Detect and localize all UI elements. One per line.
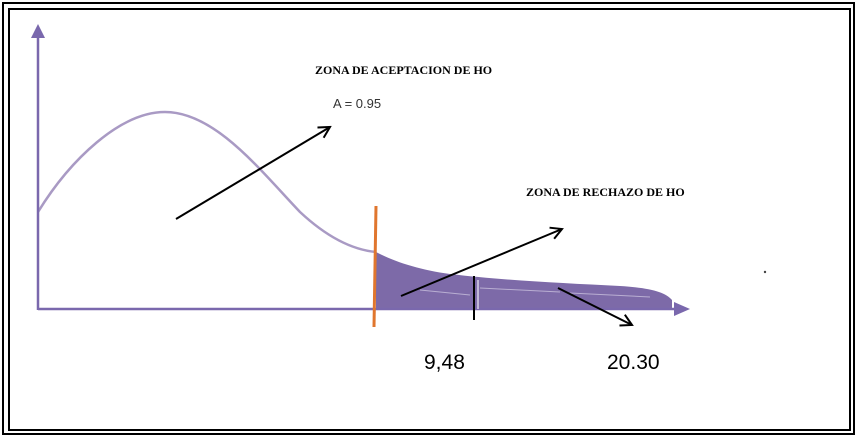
stray-dot — [763, 270, 767, 274]
rejection-arrow — [400, 229, 562, 297]
rejection-zone-label: ZONA DE RECHAZO DE HO — [526, 185, 685, 199]
test-statistic-label: 20.30 — [607, 351, 660, 374]
inner-frame — [8, 8, 851, 431]
critical-value-label: 9,48 — [424, 351, 465, 374]
test-statistic-arrow — [557, 287, 632, 325]
distribution-curve — [36, 110, 377, 254]
x-axis-arrow — [674, 302, 690, 316]
rejection-region — [376, 252, 672, 309]
acceptance-arrow — [175, 127, 330, 220]
rejection-hatch — [419, 287, 651, 298]
y-axis-arrow — [31, 24, 45, 38]
critical-value-line — [372, 205, 378, 328]
acceptance-area-label: A = 0.95 — [333, 96, 381, 111]
acceptance-zone-label: ZONA DE ACEPTACION DE HO — [315, 63, 492, 77]
outer-frame — [2, 2, 855, 435]
